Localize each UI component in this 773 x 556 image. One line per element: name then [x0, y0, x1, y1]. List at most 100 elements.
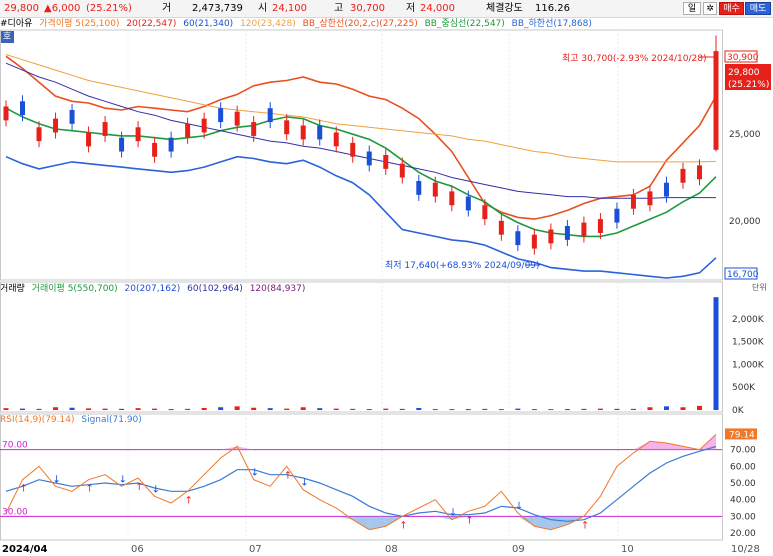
rsi-buy-marker: ↑ — [185, 495, 193, 506]
high-annotation: 최고 30,700(-2.93% 2024/10/28) — [562, 53, 707, 64]
volume-bar — [663, 406, 669, 410]
bb-middle-line — [5, 107, 717, 238]
sub-badge[interactable]: 호 — [0, 31, 14, 43]
rsi-buy-marker: ↑ — [399, 520, 407, 531]
candle-body — [432, 182, 438, 197]
legend-ma20[interactable]: 20(22,547) — [126, 19, 177, 29]
candle-body — [102, 122, 108, 136]
volume-bar — [185, 408, 191, 410]
rsi-buy-marker: ↑ — [135, 482, 143, 493]
rsi-buy-marker: ↑ — [581, 520, 589, 531]
quote-header: 29,800 ▲6,000 (25.21%) 거 2,473,739 시 24,… — [0, 0, 773, 18]
legend-bb-lower[interactable]: BB_하한선(17,868) — [511, 19, 592, 29]
candle-body — [647, 191, 653, 206]
volume-tick: 1,000K — [732, 360, 765, 370]
candle-body — [152, 142, 158, 157]
legend-vol-ma60[interactable]: 60(102,964) — [187, 284, 243, 294]
volume-tick: 500K — [732, 383, 756, 393]
volume-bar — [581, 408, 587, 410]
volume-bar — [119, 408, 125, 410]
volume-bar — [383, 408, 389, 410]
open-label: 시 — [258, 3, 268, 14]
rsi-sell-marker: ↓ — [152, 484, 160, 495]
legend-rsi[interactable]: RSI(14,9)(79.14) — [0, 415, 75, 425]
current-price: 29,800 — [4, 3, 39, 14]
rsi-oversold-fill — [369, 516, 386, 530]
volume-bar — [564, 409, 570, 411]
sell-button[interactable]: 매도 — [745, 2, 771, 15]
gear-icon[interactable]: ✲ — [703, 2, 717, 15]
rsi-oversold-fill — [517, 516, 535, 527]
strength-value: 116.26 — [535, 3, 570, 14]
low-value: 24,000 — [420, 3, 455, 14]
volume-label: 거 — [162, 3, 172, 14]
candle-body — [168, 137, 174, 152]
rsi-current-tag: 79.14 — [729, 430, 755, 440]
legend-ma60[interactable]: 60(21,340) — [183, 19, 234, 29]
high-label: 고 — [334, 3, 344, 14]
rsi-sell-marker: ↓ — [449, 508, 457, 519]
candle-body — [267, 108, 273, 123]
candle-body — [416, 180, 422, 195]
volume-bar — [251, 407, 257, 410]
volume-unit-tag: 단위 — [752, 282, 767, 292]
volume-bar — [234, 406, 240, 410]
volume-bar — [713, 297, 719, 410]
ma120-line — [5, 54, 717, 163]
candle-body — [531, 234, 537, 249]
candle-body — [218, 108, 224, 123]
candle-body — [317, 125, 323, 140]
volume-bar — [515, 408, 521, 410]
last-candle-body — [713, 51, 719, 150]
volume-bar — [350, 408, 356, 410]
volume-bar — [465, 409, 471, 411]
current-price-tag: 29,800 — [728, 68, 760, 78]
candle-body — [581, 222, 587, 237]
volume-bar — [53, 407, 59, 410]
legend-ma5[interactable]: 가격이평 5(25,100) — [39, 19, 120, 29]
candle-body — [36, 127, 42, 142]
volume-bar — [284, 408, 290, 410]
high-price-tag-box — [724, 50, 758, 63]
open-value: 24,100 — [272, 3, 307, 14]
rsi-sell-marker: ↓ — [515, 501, 523, 512]
signal-line — [5, 445, 717, 522]
volume-bar — [482, 408, 488, 410]
ma60-line — [5, 62, 716, 199]
volume-legend: 거래량 거래이평 5(550,700) 20(207,162) 60(102,9… — [0, 283, 309, 296]
rsi-sell-marker: ↓ — [300, 478, 308, 489]
candle-body — [564, 226, 570, 240]
period-button[interactable]: 일 — [683, 2, 701, 15]
candle-body — [696, 165, 702, 180]
rsi-guide-70-label: 70.00 — [2, 441, 28, 451]
volume-tick: 2,000K — [732, 315, 765, 325]
x-axis-label: 06 — [131, 544, 144, 555]
volume-bar — [102, 408, 108, 410]
rsi-overbought-fill — [237, 446, 254, 450]
rsi-buy-marker: ↑ — [465, 515, 473, 526]
low-annotation: 최저 17,640(+68.93% 2024/09/09) — [385, 260, 540, 271]
volume-value: 2,473,739 — [192, 3, 243, 14]
price-change-pct: (25.21%) — [86, 3, 132, 14]
candle-body — [20, 101, 26, 116]
rsi-buy-marker: ↑ — [86, 484, 94, 495]
legend-vol-ma120[interactable]: 120(84,937) — [249, 284, 306, 294]
candle-body — [135, 127, 141, 142]
legend-vol-ma20[interactable]: 20(207,162) — [124, 284, 181, 294]
candle-body — [234, 111, 240, 126]
legend-bb-upper[interactable]: BB_상한선(20,2,c)(27,225) — [302, 19, 418, 29]
x-axis-label: 08 — [385, 544, 398, 555]
rsi-tick: 20.00 — [730, 529, 756, 539]
low-price-tag: 16,700 — [727, 270, 759, 280]
volume-bar — [449, 409, 455, 411]
volume-bar — [86, 408, 92, 410]
legend-bb-middle[interactable]: BB_중심선(22,547) — [424, 19, 505, 29]
legend-vol-ma5[interactable]: 거래이평 5(550,700) — [31, 284, 118, 294]
buy-button[interactable]: 매수 — [719, 2, 744, 15]
legend-signal[interactable]: Signal(71.90) — [81, 415, 142, 425]
legend-ma120[interactable]: 120(23,428) — [240, 19, 296, 29]
rsi-current-tag-box — [725, 428, 757, 440]
volume-tick: 0K — [732, 406, 745, 416]
